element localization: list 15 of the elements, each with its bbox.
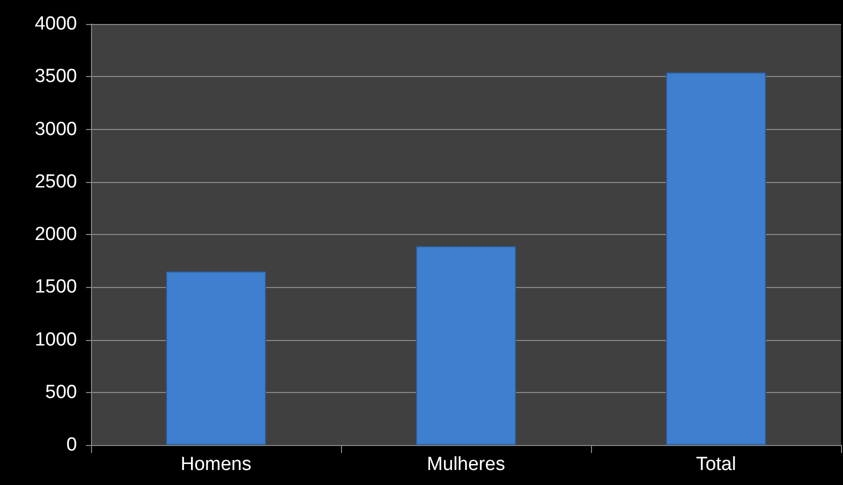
y-tick-label: 4000 bbox=[34, 14, 77, 34]
y-tick-label: 2500 bbox=[34, 171, 77, 192]
bar bbox=[416, 246, 516, 445]
x-tick-label: Homens bbox=[180, 454, 252, 475]
y-tick-label: 1000 bbox=[34, 329, 77, 350]
y-tick-label: 2000 bbox=[34, 224, 77, 245]
x-tick-label: Total bbox=[696, 454, 736, 475]
bar bbox=[166, 271, 266, 445]
y-tick-label: 1500 bbox=[34, 276, 77, 298]
x-tick-label: Mulheres bbox=[426, 454, 506, 475]
y-tick-label: 3500 bbox=[34, 66, 77, 88]
y-tick-label: 500 bbox=[45, 382, 77, 403]
y-tick-label: 0 bbox=[66, 434, 77, 456]
bar bbox=[666, 72, 766, 445]
y-tick-label: 3000 bbox=[34, 118, 77, 140]
